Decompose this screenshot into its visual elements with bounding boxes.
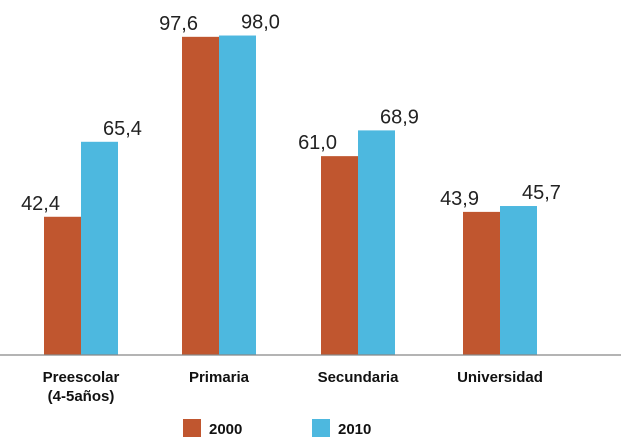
legend-swatch-2010 [312,419,330,437]
bar-2000-0 [44,216,81,355]
value-label-2000-2: 61,0 [298,132,337,154]
legend: 2000 2010 [183,419,371,438]
value-label-2000-1: 97,6 [159,13,198,35]
bar-2000-1 [182,36,219,355]
category-label-0-0: Preescolar [43,369,120,386]
value-label-2010-1: 98,0 [241,12,280,34]
bar-2010-1 [219,35,256,356]
value-label-2000-3: 43,9 [440,188,479,210]
category-label-2-0: Secundaria [318,369,400,386]
bar-2010-3 [500,206,537,355]
bars-group [44,35,537,356]
bar-2000-3 [463,211,500,355]
legend-label-2010: 2010 [338,421,371,438]
bar-2010-2 [358,130,395,355]
category-label-3-0: Universidad [457,369,543,386]
legend-label-2000: 2000 [209,421,242,438]
category-labels-group: Preescolar (4-5años) Primaria Secundaria Uni… [43,369,543,405]
category-label-0-1: (4-5años) [48,388,115,405]
value-label-2010-0: 65,4 [103,118,142,140]
value-labels-group: 42,4 65,4 97,6 98,0 61,0 68,9 43,9 45,7 [21,12,561,215]
value-label-2010-3: 45,7 [522,182,561,204]
category-label-1-0: Primaria [189,369,250,386]
bar-2000-2 [321,156,358,355]
bar-2010-0 [81,141,118,355]
legend-swatch-2000 [183,419,201,437]
value-label-2010-2: 68,9 [380,106,419,128]
value-label-2000-0: 42,4 [21,193,60,215]
